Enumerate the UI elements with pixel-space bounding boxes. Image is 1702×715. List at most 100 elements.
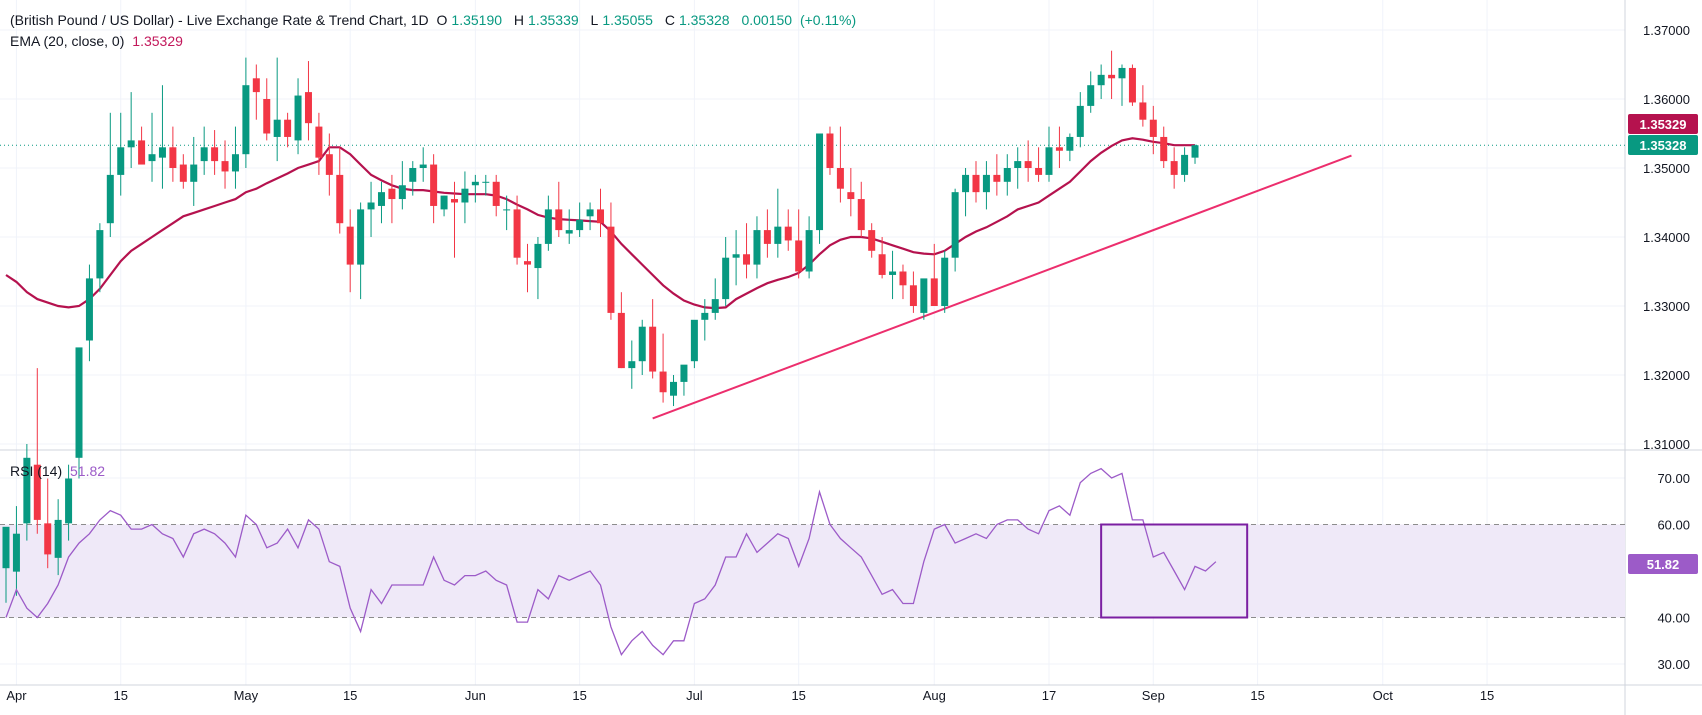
candle-body — [711, 299, 719, 313]
ohlc-open: O 1.35190 — [436, 12, 503, 28]
candle — [169, 126, 177, 182]
time-tick-label: 15 — [572, 688, 586, 703]
candle — [158, 85, 166, 189]
candle-body — [440, 195, 448, 210]
rsi-value-tag-text: 51.82 — [1647, 557, 1680, 572]
candle-body — [826, 133, 834, 168]
candle-body — [190, 164, 198, 182]
candle — [294, 78, 302, 155]
rsi-value: 51.82 — [70, 463, 106, 479]
rsi-tick-label: 30.00 — [1657, 657, 1690, 672]
candle-body — [294, 95, 302, 141]
candle — [1035, 147, 1043, 182]
candle — [138, 126, 146, 165]
candle-body — [607, 226, 615, 313]
candle — [336, 147, 344, 234]
candle-body — [1035, 168, 1043, 175]
candle — [54, 499, 62, 576]
candle — [805, 216, 813, 279]
candle-body — [231, 154, 239, 172]
support-trendline — [652, 154, 1352, 420]
ema-label: EMA (20, close, 0) — [10, 33, 125, 49]
candle — [722, 237, 730, 306]
candle-body — [12, 533, 20, 572]
candle — [12, 506, 20, 596]
candle-body — [680, 364, 688, 382]
candle — [96, 223, 104, 293]
ohlc-low: L 1.35055 — [590, 12, 653, 28]
rsi-band-layer — [0, 144, 1625, 618]
ohlc-change-pct: (+0.11%) — [799, 12, 857, 28]
candle — [711, 278, 719, 320]
time-tick-label: 15 — [1250, 688, 1264, 703]
candle — [982, 161, 990, 210]
candle — [315, 112, 323, 175]
candle — [23, 444, 31, 541]
candle — [920, 278, 928, 320]
candle — [106, 112, 114, 237]
candle-body — [106, 174, 114, 224]
candle-body — [836, 168, 844, 189]
candle-body — [1045, 147, 1053, 175]
candle-body — [868, 230, 876, 251]
candle — [1149, 105, 1157, 155]
candle-body — [930, 278, 938, 306]
rsi-value-tag-bg — [1628, 554, 1698, 574]
candle-body — [221, 161, 229, 172]
candle — [1055, 126, 1063, 168]
candle — [409, 161, 417, 196]
candle-body — [54, 519, 62, 558]
candle-body — [805, 230, 813, 272]
candle — [909, 271, 917, 313]
candle-body — [23, 457, 31, 524]
candle — [65, 464, 73, 541]
candle — [930, 243, 938, 306]
candle-body — [722, 257, 730, 300]
candle — [252, 64, 260, 120]
candle — [367, 181, 375, 237]
price-tick-label: 1.33000 — [1643, 299, 1690, 314]
candle-body — [1108, 74, 1116, 79]
candle — [847, 168, 855, 217]
candle — [1191, 144, 1199, 164]
candle — [565, 209, 573, 244]
candle-body — [544, 209, 552, 244]
candle-body — [252, 78, 260, 93]
candle — [1097, 64, 1105, 99]
time-tick-label: Jul — [686, 688, 703, 703]
axis-labels: 1.37000 1.36000 1.35000 1.34000 1.33000 1.320… — [6, 23, 1690, 703]
candle — [1066, 133, 1074, 162]
candle-body — [471, 181, 479, 186]
candle — [732, 230, 740, 286]
candle — [1024, 140, 1032, 182]
candle — [200, 126, 208, 175]
candle-body — [325, 154, 333, 175]
time-tick-label: Jun — [465, 688, 486, 703]
time-tick-label: Aug — [923, 688, 946, 703]
candle — [284, 112, 292, 148]
candle — [951, 188, 959, 272]
rsi-tick-label: 70.00 — [1657, 471, 1690, 486]
candle-body — [336, 174, 344, 224]
candle-body — [117, 147, 125, 175]
candle-body — [941, 257, 949, 306]
candle-body — [1024, 161, 1032, 168]
candle — [649, 299, 657, 379]
time-tick-label: 15 — [791, 688, 805, 703]
candle — [127, 92, 135, 168]
candle — [117, 112, 125, 196]
candle — [962, 168, 970, 217]
candle — [690, 319, 698, 369]
candle — [513, 195, 521, 265]
time-tick-label: May — [234, 688, 259, 703]
rsi-band — [0, 524, 1625, 618]
candle-body — [127, 140, 135, 148]
candle-body — [492, 181, 500, 206]
candle — [544, 195, 552, 251]
price-tick-label: 1.31000 — [1643, 437, 1690, 452]
candle — [1160, 126, 1168, 168]
candle-body — [346, 226, 354, 265]
candle — [941, 250, 949, 313]
candle — [388, 174, 396, 224]
